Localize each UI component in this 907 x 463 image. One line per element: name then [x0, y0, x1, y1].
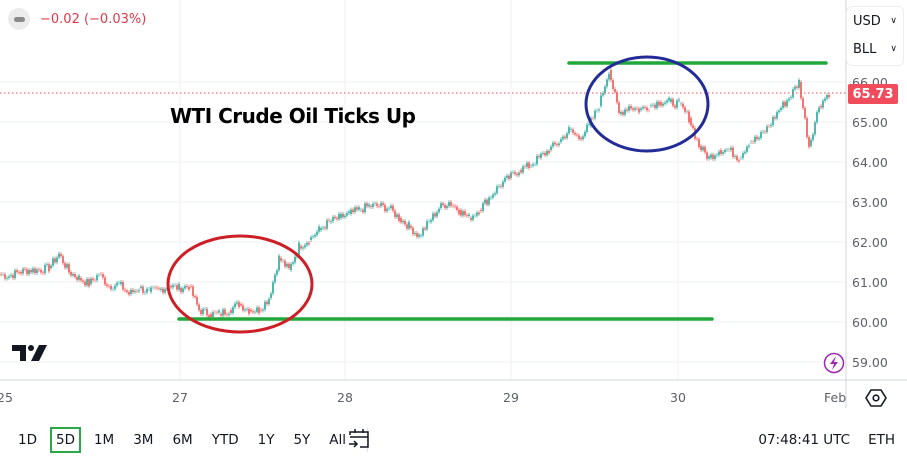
currency-label: USD: [853, 13, 881, 29]
price-tick-label: 61.00: [852, 275, 888, 290]
axis-unit-controls: USD ∨ BLL ∨: [846, 6, 904, 66]
time-tick-label: 27: [172, 390, 188, 405]
high-zone-ellipse[interactable]: [584, 55, 710, 153]
price-series: [0, 68, 830, 321]
chevron-down-icon: ∨: [890, 44, 897, 54]
lightning-bolt-icon[interactable]: [823, 352, 845, 374]
tradingview-logo-icon[interactable]: [12, 344, 50, 362]
price-tick-label: 62.00: [852, 235, 888, 250]
range-button-5d[interactable]: 5D: [49, 426, 81, 453]
range-button-6m[interactable]: 6M: [172, 431, 193, 448]
hexagon-gear-icon[interactable]: [864, 386, 888, 410]
time-axis[interactable]: 25 27 28 29 30 Feb: [0, 390, 846, 405]
price-tick-label: 64.00: [852, 155, 888, 170]
clock[interactable]: 07:48:41 UTC: [758, 431, 851, 448]
last-price-label: 65.73: [848, 84, 898, 104]
chart-title-annotation[interactable]: WTI Crude Oil Ticks Up: [170, 104, 416, 128]
price-tick-label: 63.00: [852, 195, 888, 210]
range-button-1y[interactable]: 1Y: [257, 431, 275, 448]
time-tick-label: 29: [503, 390, 519, 405]
bottom-toolbar: 1D 5D 1M 3M 6M YTD 1Y 5Y All 07:48:41 UTC ETH: [0, 420, 907, 459]
chevron-down-icon: ∨: [890, 16, 897, 26]
range-button-1d[interactable]: 1D: [18, 431, 37, 448]
toolbar-right: 07:48:41 UTC ETH: [758, 420, 895, 459]
calendar-arrow-icon[interactable]: [346, 427, 372, 453]
price-change: −0.02 (−0.03%): [40, 11, 147, 27]
range-button-all[interactable]: All: [329, 431, 347, 448]
time-tick-label: 25: [0, 390, 13, 405]
range-button-5y[interactable]: 5Y: [293, 431, 311, 448]
low-zone-ellipse[interactable]: [166, 234, 314, 334]
time-tick-label: Feb: [824, 390, 846, 405]
unit-label: BLL: [853, 41, 877, 57]
minus-pill-icon: [13, 16, 25, 22]
price-tick-label: 59.00: [852, 355, 888, 370]
price-tick-label: 65.00: [852, 115, 888, 130]
collapse-legend-button[interactable]: [8, 8, 30, 30]
grid-lines: [0, 0, 846, 380]
range-button-ytd[interactable]: YTD: [211, 431, 239, 448]
range-button-1m[interactable]: 1M: [93, 431, 115, 448]
session-toggle[interactable]: ETH: [868, 431, 895, 448]
legend-header: −0.02 (−0.03%): [8, 6, 146, 32]
price-tick-label: 60.00: [852, 315, 888, 330]
time-tick-label: 28: [337, 390, 353, 405]
range-selector: 1D 5D 1M 3M 6M YTD 1Y 5Y All: [12, 426, 359, 453]
unit-dropdown[interactable]: BLL ∨: [847, 35, 903, 63]
currency-dropdown[interactable]: USD ∨: [847, 7, 903, 35]
range-button-3m[interactable]: 3M: [133, 431, 154, 448]
time-tick-label: 30: [670, 390, 686, 405]
